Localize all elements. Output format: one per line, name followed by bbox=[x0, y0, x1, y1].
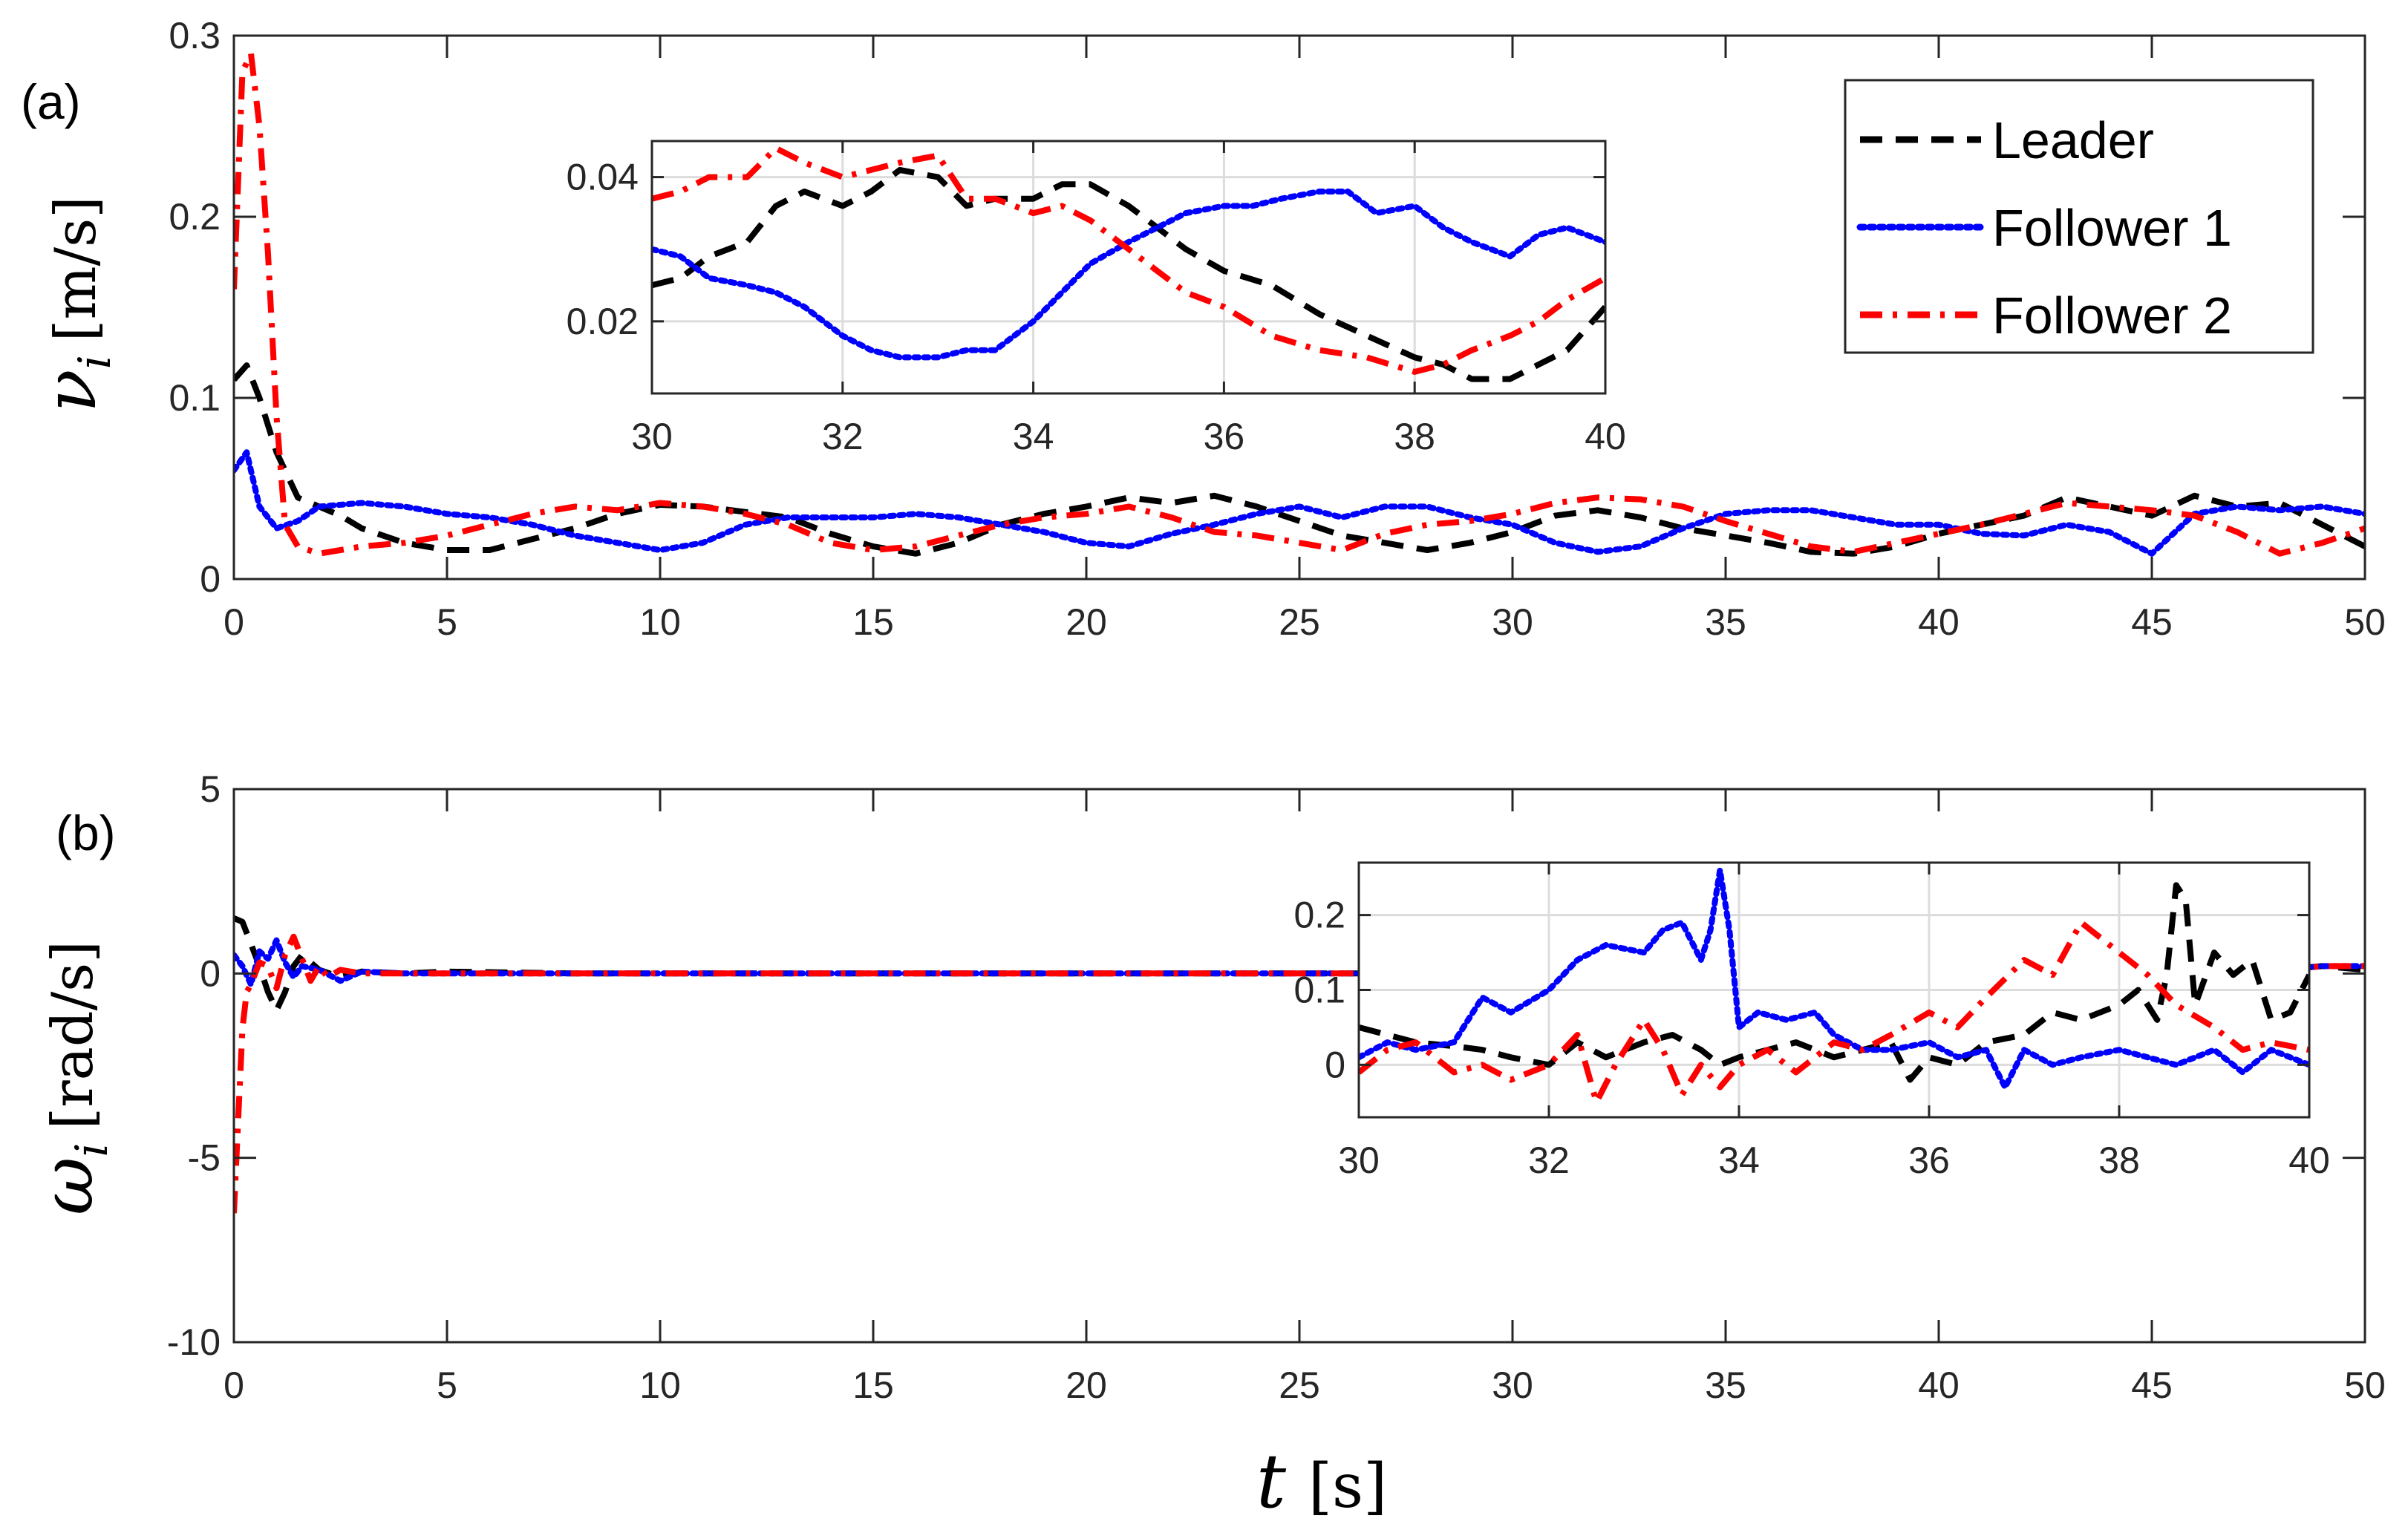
panel-a-series-follower-1 bbox=[234, 449, 2365, 557]
panel-b-xtick-label: 40 bbox=[1918, 1364, 1960, 1406]
panel-b-inset-series-follower-2 bbox=[1359, 919, 2309, 1105]
panel-a-xtick-label: 50 bbox=[2344, 601, 2386, 643]
panel-b-xtick-label: 25 bbox=[1279, 1364, 1320, 1406]
panel-a-inset-ytick-label: 0.02 bbox=[567, 301, 639, 342]
legend-label: Leader bbox=[1992, 111, 2154, 169]
panel-a-xtick-label: 45 bbox=[2131, 601, 2173, 643]
panel-a-ylabel: νi [m/s] bbox=[29, 196, 121, 413]
panel-b-inset-xtick-label: 30 bbox=[1338, 1140, 1380, 1181]
panel-a-inset-background bbox=[652, 141, 1605, 393]
panel-b-xlabel-unit: [s] bbox=[1308, 1451, 1387, 1522]
panel-a-inset-xtick-label: 34 bbox=[1013, 416, 1054, 457]
panel-b-ylabel-symbol: ω bbox=[26, 1157, 109, 1215]
panel-b-inset-ytick-label: 0.2 bbox=[1293, 895, 1345, 936]
panel-a-plot-area: 0 5 10 15 20 25 30 35 40 45 50 0 0.1 0.2 0.3 bbox=[169, 15, 2385, 643]
panel-b-inset-xtick-label: 34 bbox=[1718, 1140, 1760, 1181]
panel-a-xtick-label: 15 bbox=[852, 601, 894, 643]
panel-b-inset-ytick-label: 0 bbox=[1325, 1044, 1345, 1085]
panel-b-xtick-label: 15 bbox=[852, 1364, 894, 1406]
panel-a-ytick-label: 0.1 bbox=[169, 377, 221, 419]
panel-a-inset-xtick-label: 32 bbox=[822, 416, 864, 457]
legend: Leader Follower 1 Follower 2 bbox=[1844, 79, 2314, 354]
panel-a-ylabel-symbol: ν bbox=[29, 369, 112, 412]
panel-b-ytick-label: -10 bbox=[167, 1321, 221, 1363]
panel-b-xtick-label: 45 bbox=[2131, 1364, 2173, 1406]
panel-b-ylabel-subscript: i bbox=[66, 1142, 118, 1157]
panel-a-inset-series-follower-2 bbox=[652, 145, 1605, 375]
panel-a-ytick-label: 0 bbox=[200, 558, 221, 600]
panel-b-xtick-label: 5 bbox=[437, 1364, 457, 1406]
panel-b-xtick-label: 30 bbox=[1492, 1364, 1533, 1406]
panel-a-xtick-label: 25 bbox=[1279, 601, 1320, 643]
panel-a-xtick-label: 0 bbox=[223, 601, 244, 643]
panel-b-inset-xtick-label: 36 bbox=[1908, 1140, 1950, 1181]
panel-a-series-group bbox=[234, 50, 2365, 557]
panel-a-xtick-label: 20 bbox=[1066, 601, 1107, 643]
panel-a-xtick-label: 40 bbox=[1918, 601, 1960, 643]
panel-a-xtick-label: 30 bbox=[1492, 601, 1533, 643]
panel-b-xtick-label: 35 bbox=[1705, 1364, 1746, 1406]
panel-a-inset-xtick-label: 38 bbox=[1394, 416, 1435, 457]
panel-b-series-follower-2 bbox=[234, 933, 2365, 1214]
panel-b-inset-series-leader bbox=[1359, 882, 2309, 1083]
panel-b-ylabel-unit: [rad/s] bbox=[39, 941, 105, 1129]
panel-b-xtick-label: 50 bbox=[2344, 1364, 2386, 1406]
legend-label: Follower 1 bbox=[1992, 199, 2232, 257]
panel-b-xtick-label: 20 bbox=[1066, 1364, 1107, 1406]
panel-a-ytick-label: 0.3 bbox=[169, 15, 221, 56]
panel-b-xtick-label: 0 bbox=[223, 1364, 244, 1406]
panel-b-ylabel: ωi [rad/s] bbox=[26, 941, 118, 1215]
panel-b-ytick-label: 0 bbox=[200, 952, 221, 994]
panel-b-xtick-label: 10 bbox=[639, 1364, 681, 1406]
panel-b-inset-xtick-label: 38 bbox=[2098, 1140, 2140, 1181]
panel-a-xtick-label: 5 bbox=[437, 601, 457, 643]
panel-a-inset-series-group bbox=[652, 145, 1605, 382]
panel-a-xtick-label: 35 bbox=[1705, 601, 1746, 643]
panel-a-series-follower-2 bbox=[234, 50, 2365, 557]
svg-text:νi[m/s]: νi [m/s] bbox=[29, 196, 121, 413]
panel-a-inset-series-leader bbox=[652, 166, 1605, 382]
panel-a-label: (a) bbox=[21, 74, 81, 129]
panel-a-inset-series-follower-1 bbox=[652, 189, 1605, 361]
panel-b-inset-ytick-label: 0.1 bbox=[1293, 970, 1345, 1011]
panel-b-inset-xtick-label: 40 bbox=[2288, 1140, 2330, 1181]
panel-b-series-leader bbox=[234, 915, 2365, 1013]
panel-a-inset-xtick-label: 30 bbox=[631, 416, 673, 457]
panel-b-ytick-label: 5 bbox=[200, 768, 221, 810]
svg-text:ωi[rad/s]: ωi [rad/s] bbox=[26, 941, 118, 1215]
panel-a-inset-xtick-label: 36 bbox=[1204, 416, 1245, 457]
panel-a-inset: 30 32 34 36 38 40 0.02 0.04 bbox=[567, 140, 1626, 457]
panel-b: (b) ωi[rad/s] 0 5 10 15 20 25 30 35 40 45 50-10-50… bbox=[26, 768, 2386, 1525]
panel-b-inset-series-group bbox=[1359, 867, 2309, 1105]
panel-a-ylabel-unit: [m/s] bbox=[42, 196, 108, 341]
panel-a-ylabel-subscript: i bbox=[69, 355, 121, 369]
panel-b-plot-area: 0 5 10 15 20 25 30 35 40 45 50 -10 -5 0 5 bbox=[167, 768, 2386, 1406]
panel-b-inset: 30 32 34 36 38 40 0 0.1 0.2 bbox=[1293, 861, 2330, 1181]
legend-box bbox=[1844, 79, 2314, 354]
legend-label: Follower 2 bbox=[1992, 287, 2232, 344]
panel-a-xtick-label: 10 bbox=[639, 601, 681, 643]
panel-b-xlabel-symbol: t bbox=[1256, 1438, 1287, 1525]
panel-b-inset-xtick-label: 32 bbox=[1528, 1140, 1570, 1181]
panel-a: (a) νi[m/s] 0 5 10 15 20 25 30 35 40 45 5000.10.20… bbox=[21, 15, 2386, 643]
panel-b-ytick-label: -5 bbox=[188, 1137, 221, 1179]
panel-a-inset-xtick-label: 40 bbox=[1585, 416, 1626, 457]
panel-b-inset-series-follower-1 bbox=[1359, 867, 2309, 1091]
panel-b-label: (b) bbox=[56, 805, 116, 860]
panel-a-inset-frame bbox=[650, 140, 1607, 395]
panel-a-inset-ytick-label: 0.04 bbox=[567, 157, 639, 198]
panel-b-xlabel: t [s] bbox=[1256, 1438, 1387, 1525]
panel-a-ytick-label: 0.2 bbox=[169, 196, 221, 238]
